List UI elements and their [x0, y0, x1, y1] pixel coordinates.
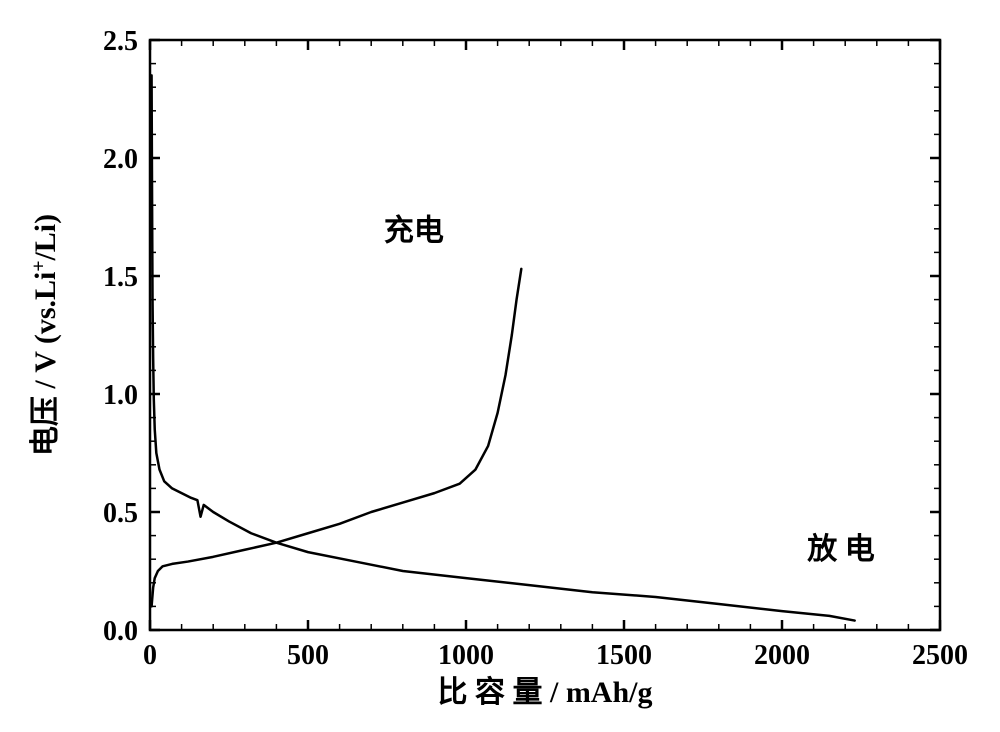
x-tick-label: 1500	[596, 640, 652, 671]
x-tick-label: 500	[287, 640, 329, 671]
x-tick-label: 1000	[438, 640, 494, 671]
x-tick-label: 2000	[754, 640, 810, 671]
series-discharge	[152, 75, 855, 620]
series-label-charge: 充电	[384, 215, 444, 248]
y-tick-label: 1.5	[103, 262, 138, 293]
voltage-capacity-chart: 0 500 1000 1500 2000 2500 0.0 0.5 1.0 1.5 2.0 2.5 比 …	[0, 0, 1000, 732]
y-tick-label: 1.0	[103, 380, 138, 411]
x-tick-label: 2500	[912, 640, 968, 671]
series-charge	[152, 269, 522, 606]
series-label-discharge: 放 电	[806, 533, 875, 566]
x-tick-label: 0	[143, 640, 157, 671]
x-axis-label: 比 容 量 / mAh/g	[437, 676, 652, 709]
chart-svg: 0 500 1000 1500 2000 2500 0.0 0.5 1.0 1.5 2.0 2.5 比 …	[0, 0, 1000, 732]
y-tick-label: 0.0	[103, 616, 138, 647]
y-tick-label: 2.0	[103, 144, 138, 175]
y-tick-label: 2.5	[103, 26, 138, 57]
y-tick-label: 0.5	[103, 498, 138, 529]
y-axis-label: 电压 / V (vs.Li+/Li)	[29, 214, 63, 456]
